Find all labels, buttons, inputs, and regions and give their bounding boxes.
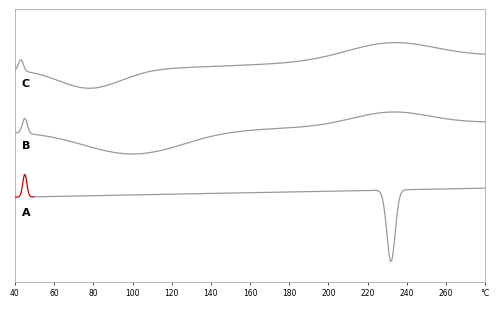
Text: C: C — [22, 79, 30, 89]
Text: A: A — [22, 208, 30, 218]
Text: B: B — [22, 141, 30, 151]
